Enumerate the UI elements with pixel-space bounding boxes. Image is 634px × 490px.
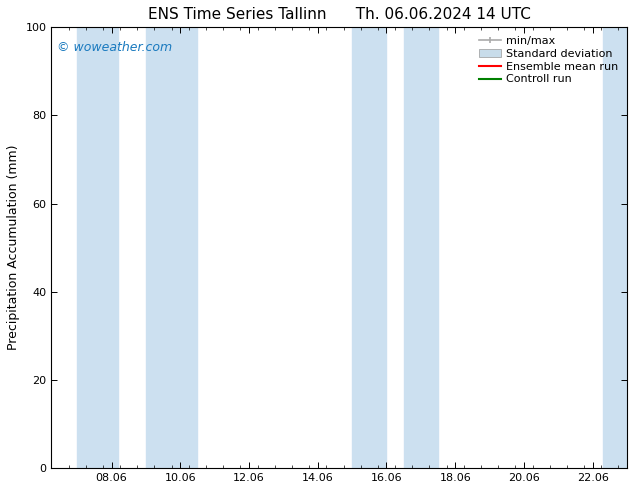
Title: ENS Time Series Tallinn      Th. 06.06.2024 14 UTC: ENS Time Series Tallinn Th. 06.06.2024 1… xyxy=(148,7,531,22)
Bar xyxy=(352,27,387,468)
Bar xyxy=(146,27,197,468)
Bar xyxy=(77,27,119,468)
Bar xyxy=(603,27,627,468)
Text: © woweather.com: © woweather.com xyxy=(57,41,172,53)
Bar xyxy=(404,27,438,468)
Legend: min/max, Standard deviation, Ensemble mean run, Controll run: min/max, Standard deviation, Ensemble me… xyxy=(476,33,621,88)
Y-axis label: Precipitation Accumulation (mm): Precipitation Accumulation (mm) xyxy=(7,145,20,350)
